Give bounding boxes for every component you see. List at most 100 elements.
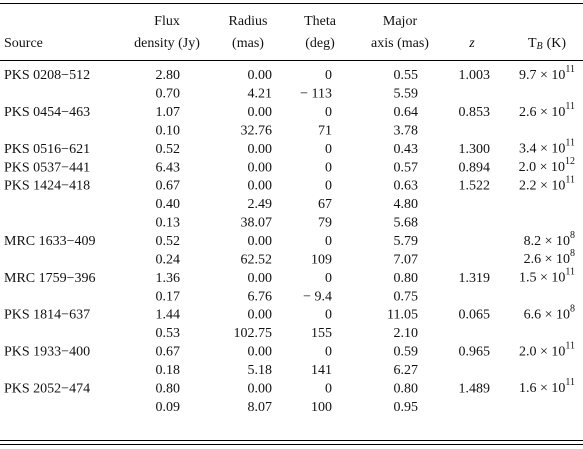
data-cell: 0 <box>325 234 332 249</box>
data-cell: 62.52 <box>241 252 273 267</box>
source-cell: MRC 1633−409 <box>4 234 96 249</box>
tb-base: 2.6 × 10 <box>524 252 570 267</box>
header-cell: Source <box>4 36 43 51</box>
data-cell: 0.75 <box>394 289 419 304</box>
data-cell: 0.95 <box>394 400 419 415</box>
header-cell: Major <box>383 14 418 29</box>
data-cell: 0 <box>325 160 332 175</box>
data-cell: 2.80 <box>156 68 181 83</box>
data-cell: 0 <box>325 381 332 396</box>
tb-exponent: 8 <box>570 248 575 259</box>
tb-cell: 2.6 × 1011 <box>519 101 575 120</box>
data-cell: 0.09 <box>156 400 181 415</box>
data-cell: 0.00 <box>248 308 273 323</box>
data-cell: 0.52 <box>156 142 181 157</box>
header-text: T <box>528 36 537 51</box>
data-cell: 0.00 <box>248 271 273 286</box>
data-cell: 0.00 <box>248 105 273 120</box>
header-subscript: B <box>537 41 543 52</box>
data-cell: 0.59 <box>394 345 419 360</box>
data-cell: 0 <box>325 179 332 194</box>
data-cell: 71 <box>318 123 332 138</box>
data-cell: 0.13 <box>156 216 181 231</box>
data-cell: 0 <box>325 68 332 83</box>
tb-base: 1.5 × 10 <box>519 271 565 286</box>
tb-base: 8.2 × 10 <box>524 234 570 249</box>
header-cell: z <box>468 36 475 51</box>
tb-cell: 9.7 × 1011 <box>519 64 575 83</box>
data-cell: 0.18 <box>156 363 181 378</box>
header-cell: Flux <box>154 14 180 29</box>
data-cell: 0.80 <box>156 381 181 396</box>
data-cell: 1.319 <box>459 271 491 286</box>
tb-cell: 3.4 × 1011 <box>519 138 575 157</box>
data-cell: 109 <box>311 252 332 267</box>
data-cell: 0.00 <box>248 160 273 175</box>
tb-exponent: 8 <box>570 304 575 315</box>
source-cell: PKS 0516−621 <box>4 142 90 157</box>
data-cell: 0.00 <box>248 381 273 396</box>
data-cell: 6.43 <box>156 160 181 175</box>
header-cell: (mas) <box>232 36 264 51</box>
header-cell: Theta <box>304 14 337 29</box>
tb-exponent: 12 <box>565 156 575 167</box>
data-cell: 0.894 <box>459 160 491 175</box>
tb-exponent: 11 <box>565 64 575 75</box>
source-cell: PKS 1814−637 <box>4 308 90 323</box>
data-cell: 155 <box>311 326 332 341</box>
data-cell: 1.36 <box>156 271 181 286</box>
data-cell: 6.76 <box>248 289 273 304</box>
data-cell: 4.80 <box>394 197 419 212</box>
data-cell: 0.67 <box>156 345 181 360</box>
tb-cell: 2.0 × 1012 <box>519 156 575 175</box>
data-cell: 0.00 <box>248 345 273 360</box>
data-cell: 100 <box>311 400 332 415</box>
data-cell: 4.21 <box>248 87 273 102</box>
data-cell: 0.17 <box>156 289 181 304</box>
data-cell: 0.10 <box>156 123 181 138</box>
data-cell: 5.59 <box>394 87 419 102</box>
tb-cell: 8.2 × 108 <box>524 230 575 249</box>
data-cell: 7.07 <box>394 252 419 267</box>
data-cell: 0 <box>325 271 332 286</box>
data-cell: 0.00 <box>248 68 273 83</box>
data-cell: 6.27 <box>394 363 419 378</box>
tb-cell: 1.6 × 1011 <box>519 377 575 396</box>
tb-cell: 6.6 × 108 <box>524 304 575 323</box>
data-cell: 0.00 <box>248 234 273 249</box>
tb-base: 6.6 × 10 <box>524 308 570 323</box>
data-cell: 1.07 <box>156 105 181 120</box>
data-cell: 67 <box>318 197 332 212</box>
header-cell: TB (K) <box>528 36 566 52</box>
data-cell: 0 <box>325 308 332 323</box>
source-cell: PKS 0454−463 <box>4 105 90 120</box>
data-cell: 0.67 <box>156 179 181 194</box>
data-cell: 1.44 <box>156 308 181 323</box>
source-cell: MRC 1759−396 <box>4 271 96 286</box>
tb-exponent: 11 <box>565 267 575 278</box>
data-cell: 1.522 <box>459 179 491 194</box>
data-cell: 0.53 <box>156 326 181 341</box>
source-cell: PKS 2052−474 <box>4 381 90 396</box>
tb-base: 1.6 × 10 <box>519 381 565 396</box>
tb-exponent: 11 <box>565 341 575 352</box>
data-cell: 79 <box>318 216 332 231</box>
data-cell: 0.80 <box>394 381 419 396</box>
data-cell: 1.003 <box>459 68 491 83</box>
data-cell: 0.00 <box>248 179 273 194</box>
header-cell: density (Jy) <box>134 36 200 51</box>
tb-exponent: 11 <box>565 138 575 149</box>
tb-cell: 2.2 × 1011 <box>519 175 575 194</box>
data-cell: 3.78 <box>394 123 419 138</box>
data-cell: 0.965 <box>459 345 491 360</box>
data-cell: 32.76 <box>241 123 273 138</box>
tb-base: 2.0 × 10 <box>519 345 565 360</box>
data-cell: 0.40 <box>156 197 181 212</box>
tb-base: 2.6 × 10 <box>519 105 565 120</box>
data-cell: 0.43 <box>394 142 419 157</box>
header-cell: axis (mas) <box>371 36 429 51</box>
data-cell: 1.489 <box>459 381 491 396</box>
data-cell: 38.07 <box>241 216 273 231</box>
data-cell: 0.52 <box>156 234 181 249</box>
